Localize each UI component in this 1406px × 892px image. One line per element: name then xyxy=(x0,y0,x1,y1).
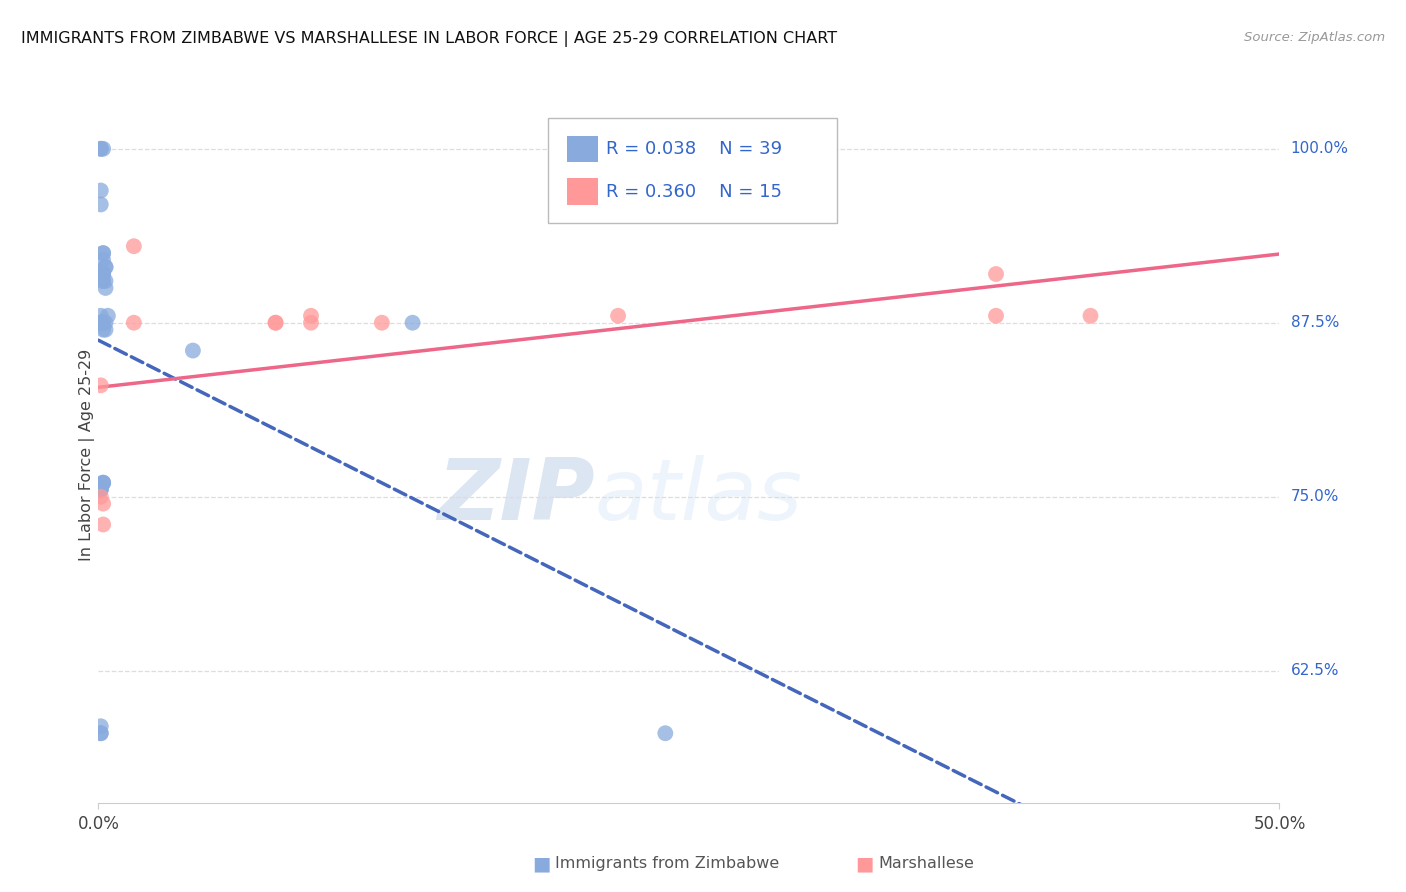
Point xyxy=(1080,309,1102,323)
Point xyxy=(94,260,117,274)
Text: Marshallese: Marshallese xyxy=(879,856,974,871)
Point xyxy=(90,142,112,156)
Point xyxy=(90,142,112,156)
Point xyxy=(299,316,322,330)
Point xyxy=(91,274,114,288)
Point xyxy=(91,253,114,268)
Point xyxy=(90,726,112,740)
Point xyxy=(91,475,114,490)
Point xyxy=(91,497,114,511)
Point xyxy=(90,316,112,330)
Point xyxy=(264,316,287,330)
Point xyxy=(94,316,117,330)
Point xyxy=(299,309,322,323)
Point xyxy=(91,142,114,156)
Point xyxy=(90,490,112,504)
Point xyxy=(91,274,114,288)
Point xyxy=(654,726,676,740)
Point xyxy=(90,184,112,198)
Text: ■: ■ xyxy=(531,854,551,873)
Text: R = 0.038    N = 39: R = 0.038 N = 39 xyxy=(606,140,782,158)
Point xyxy=(90,483,112,497)
Point xyxy=(91,267,114,281)
Point xyxy=(91,475,114,490)
Point xyxy=(264,316,287,330)
Point xyxy=(90,309,112,323)
Point xyxy=(371,316,394,330)
Point xyxy=(94,323,117,337)
Point xyxy=(94,260,117,274)
Text: 75.0%: 75.0% xyxy=(1291,489,1339,504)
Point xyxy=(97,309,120,323)
Point xyxy=(181,343,204,358)
Point xyxy=(90,481,112,495)
Text: ■: ■ xyxy=(855,854,875,873)
Point xyxy=(90,483,112,497)
Point xyxy=(94,281,117,295)
Text: 100.0%: 100.0% xyxy=(1291,141,1348,156)
Point xyxy=(90,316,112,330)
Point xyxy=(984,267,1007,281)
Text: Source: ZipAtlas.com: Source: ZipAtlas.com xyxy=(1244,31,1385,45)
Text: R = 0.360    N = 15: R = 0.360 N = 15 xyxy=(606,183,782,201)
Point xyxy=(91,246,114,260)
Point xyxy=(607,309,630,323)
Text: 62.5%: 62.5% xyxy=(1291,663,1339,678)
Point xyxy=(90,726,112,740)
Point xyxy=(90,197,112,211)
Text: atlas: atlas xyxy=(595,455,803,538)
Point xyxy=(91,316,114,330)
Point xyxy=(984,309,1007,323)
Point xyxy=(122,239,145,253)
Text: 87.5%: 87.5% xyxy=(1291,315,1339,330)
Point xyxy=(90,316,112,330)
Point xyxy=(401,316,423,330)
Point xyxy=(90,378,112,392)
Point xyxy=(91,323,114,337)
Point xyxy=(91,267,114,281)
Text: Immigrants from Zimbabwe: Immigrants from Zimbabwe xyxy=(555,856,779,871)
Point xyxy=(91,246,114,260)
Point xyxy=(90,719,112,733)
Point xyxy=(91,475,114,490)
Point xyxy=(91,517,114,532)
Point xyxy=(91,267,114,281)
Point xyxy=(94,274,117,288)
Text: ZIP: ZIP xyxy=(437,455,595,538)
Point xyxy=(122,316,145,330)
Y-axis label: In Labor Force | Age 25-29: In Labor Force | Age 25-29 xyxy=(79,349,96,561)
Text: IMMIGRANTS FROM ZIMBABWE VS MARSHALLESE IN LABOR FORCE | AGE 25-29 CORRELATION C: IMMIGRANTS FROM ZIMBABWE VS MARSHALLESE … xyxy=(21,31,837,47)
Point xyxy=(90,316,112,330)
